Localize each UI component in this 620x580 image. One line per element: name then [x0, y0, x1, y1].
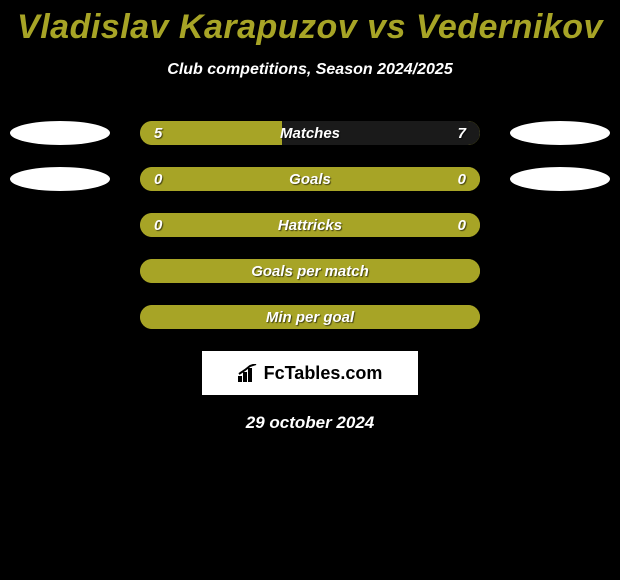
stat-bar: 0 0 Hattricks	[140, 213, 480, 237]
player-left-marker	[10, 213, 110, 237]
stats-list: 5 7 Matches 0 0 Goals 0 0 Hattricks Goals per mat…	[0, 121, 620, 329]
chart-icon	[238, 364, 260, 382]
stat-row: Min per goal	[0, 305, 620, 329]
logo-text: FcTables.com	[264, 363, 383, 384]
stat-label: Goals	[289, 171, 331, 188]
player-left-marker	[10, 121, 110, 145]
stat-value-right: 0	[458, 217, 466, 234]
player-left-marker	[10, 167, 110, 191]
logo-box[interactable]: FcTables.com	[202, 351, 418, 395]
player-left-marker	[10, 305, 110, 329]
date-label: 29 october 2024	[0, 413, 620, 433]
player-left-marker	[10, 259, 110, 283]
stat-label: Matches	[280, 125, 340, 142]
logo: FcTables.com	[238, 363, 383, 384]
stat-row: 0 0 Goals	[0, 167, 620, 191]
stat-row: 5 7 Matches	[0, 121, 620, 145]
stat-label: Goals per match	[251, 263, 369, 280]
stat-bar: 5 7 Matches	[140, 121, 480, 145]
stat-value-left: 0	[154, 217, 162, 234]
stat-value-left: 5	[154, 125, 162, 142]
stat-bar: Min per goal	[140, 305, 480, 329]
page-title: Vladislav Karapuzov vs Vedernikov	[0, 8, 620, 47]
stat-label: Hattricks	[278, 217, 342, 234]
stat-row: Goals per match	[0, 259, 620, 283]
player-right-marker	[510, 167, 610, 191]
stat-row: 0 0 Hattricks	[0, 213, 620, 237]
stat-value-left: 0	[154, 171, 162, 188]
player-right-marker	[510, 213, 610, 237]
stat-label: Min per goal	[266, 309, 354, 326]
player-right-marker	[510, 259, 610, 283]
player-right-marker	[510, 305, 610, 329]
stat-value-right: 7	[458, 125, 466, 142]
comparison-card: Vladislav Karapuzov vs Vedernikov Club c…	[0, 0, 620, 433]
subtitle: Club competitions, Season 2024/2025	[0, 61, 620, 79]
stat-bar: 0 0 Goals	[140, 167, 480, 191]
player-right-marker	[510, 121, 610, 145]
stat-bar: Goals per match	[140, 259, 480, 283]
stat-value-right: 0	[458, 171, 466, 188]
